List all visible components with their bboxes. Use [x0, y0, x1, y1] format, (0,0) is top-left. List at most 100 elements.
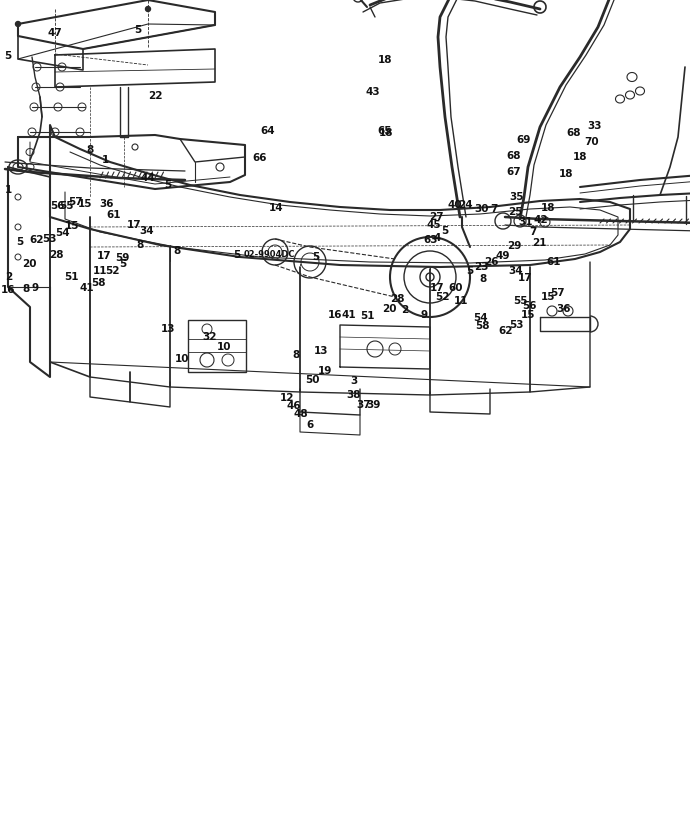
- Text: 15: 15: [64, 221, 79, 231]
- Text: 8: 8: [137, 240, 144, 250]
- Text: 18: 18: [541, 203, 556, 213]
- Text: 19: 19: [318, 366, 332, 376]
- Text: 68: 68: [566, 128, 581, 138]
- Text: 66: 66: [252, 154, 267, 163]
- Text: 61: 61: [106, 210, 121, 220]
- Text: 5: 5: [135, 25, 141, 35]
- Text: 28: 28: [390, 294, 405, 304]
- Circle shape: [15, 21, 21, 26]
- Text: 53: 53: [509, 320, 524, 330]
- Text: 28: 28: [49, 250, 64, 260]
- Text: 51: 51: [360, 311, 375, 321]
- Text: 8: 8: [173, 246, 180, 256]
- Text: 68: 68: [506, 151, 522, 161]
- Text: 1: 1: [102, 155, 109, 165]
- Text: 10: 10: [175, 354, 190, 364]
- Circle shape: [146, 7, 150, 11]
- Text: 2: 2: [5, 272, 12, 282]
- Text: 61: 61: [546, 257, 561, 267]
- Text: 60: 60: [448, 283, 464, 293]
- Text: 29: 29: [507, 241, 521, 251]
- Text: 21: 21: [532, 239, 547, 248]
- Text: 31: 31: [518, 217, 533, 227]
- Text: 57: 57: [550, 288, 565, 298]
- Text: 64: 64: [260, 126, 275, 136]
- Text: 5: 5: [312, 252, 319, 262]
- Text: 30: 30: [474, 204, 489, 214]
- Text: 18: 18: [573, 152, 588, 162]
- Text: 46: 46: [286, 401, 302, 411]
- Text: 48: 48: [293, 409, 308, 419]
- Text: 6: 6: [306, 420, 313, 430]
- Text: 50: 50: [305, 375, 320, 385]
- Text: 67: 67: [506, 167, 522, 177]
- Text: 02-9904DC: 02-9904DC: [244, 249, 295, 259]
- Text: 18: 18: [558, 169, 573, 179]
- Text: 36: 36: [99, 199, 115, 209]
- Text: 16: 16: [328, 310, 343, 320]
- Text: 5: 5: [5, 51, 12, 60]
- Text: 47: 47: [48, 28, 63, 38]
- Text: 11: 11: [92, 266, 108, 276]
- Text: 11: 11: [453, 296, 469, 306]
- Text: 9: 9: [32, 283, 39, 292]
- Text: 20: 20: [22, 259, 37, 269]
- Text: 40: 40: [447, 200, 462, 210]
- Bar: [188, 320, 246, 372]
- Text: 16: 16: [1, 285, 16, 295]
- Text: 5: 5: [466, 266, 473, 276]
- Text: 70: 70: [584, 137, 599, 147]
- Text: 12: 12: [279, 393, 295, 403]
- Text: 7: 7: [491, 204, 497, 214]
- Text: 36: 36: [556, 304, 571, 314]
- Text: 42: 42: [533, 215, 549, 225]
- Text: 56: 56: [522, 301, 538, 310]
- Text: 37: 37: [356, 400, 371, 410]
- Text: 10: 10: [217, 342, 232, 352]
- Text: 5: 5: [233, 250, 240, 260]
- Text: 41: 41: [341, 310, 356, 319]
- Text: 59: 59: [115, 253, 129, 263]
- Text: 55: 55: [59, 201, 75, 211]
- Text: 8: 8: [293, 350, 299, 359]
- Text: 49: 49: [495, 251, 511, 261]
- Text: 52: 52: [105, 266, 120, 276]
- Text: 25: 25: [508, 208, 523, 217]
- Text: 69: 69: [517, 135, 531, 145]
- Text: 9: 9: [420, 310, 427, 320]
- Text: 8: 8: [480, 275, 486, 284]
- Text: 63: 63: [423, 235, 438, 245]
- Text: 8: 8: [23, 284, 30, 294]
- Text: 34: 34: [139, 226, 155, 236]
- Text: 5: 5: [441, 226, 448, 236]
- Text: 20: 20: [382, 304, 397, 314]
- Text: 17: 17: [127, 221, 142, 230]
- Text: 62: 62: [498, 326, 513, 336]
- Text: 55: 55: [513, 297, 528, 306]
- Text: 54: 54: [473, 313, 488, 323]
- Text: 17: 17: [97, 251, 112, 261]
- Text: 15: 15: [78, 199, 93, 209]
- Text: 62: 62: [29, 235, 44, 245]
- Text: 14: 14: [268, 203, 284, 213]
- Text: 4: 4: [434, 233, 441, 243]
- Text: 1: 1: [5, 185, 12, 194]
- Text: 7: 7: [530, 227, 537, 237]
- Text: 15: 15: [521, 310, 536, 320]
- Text: 58: 58: [91, 279, 106, 288]
- Text: 5: 5: [119, 259, 126, 269]
- Text: 39: 39: [367, 400, 381, 410]
- Text: 8: 8: [86, 145, 93, 155]
- Text: 35: 35: [509, 192, 524, 202]
- Text: 13: 13: [314, 346, 329, 356]
- Text: 52: 52: [435, 292, 450, 301]
- Text: 54: 54: [55, 228, 70, 238]
- Text: 24: 24: [457, 200, 473, 210]
- Text: 32: 32: [201, 333, 217, 342]
- Text: 65: 65: [377, 126, 392, 136]
- Text: 43: 43: [365, 87, 380, 96]
- Text: 34: 34: [508, 266, 523, 276]
- Text: 33: 33: [586, 121, 602, 131]
- Text: 53: 53: [41, 234, 57, 244]
- Text: 23: 23: [474, 262, 489, 272]
